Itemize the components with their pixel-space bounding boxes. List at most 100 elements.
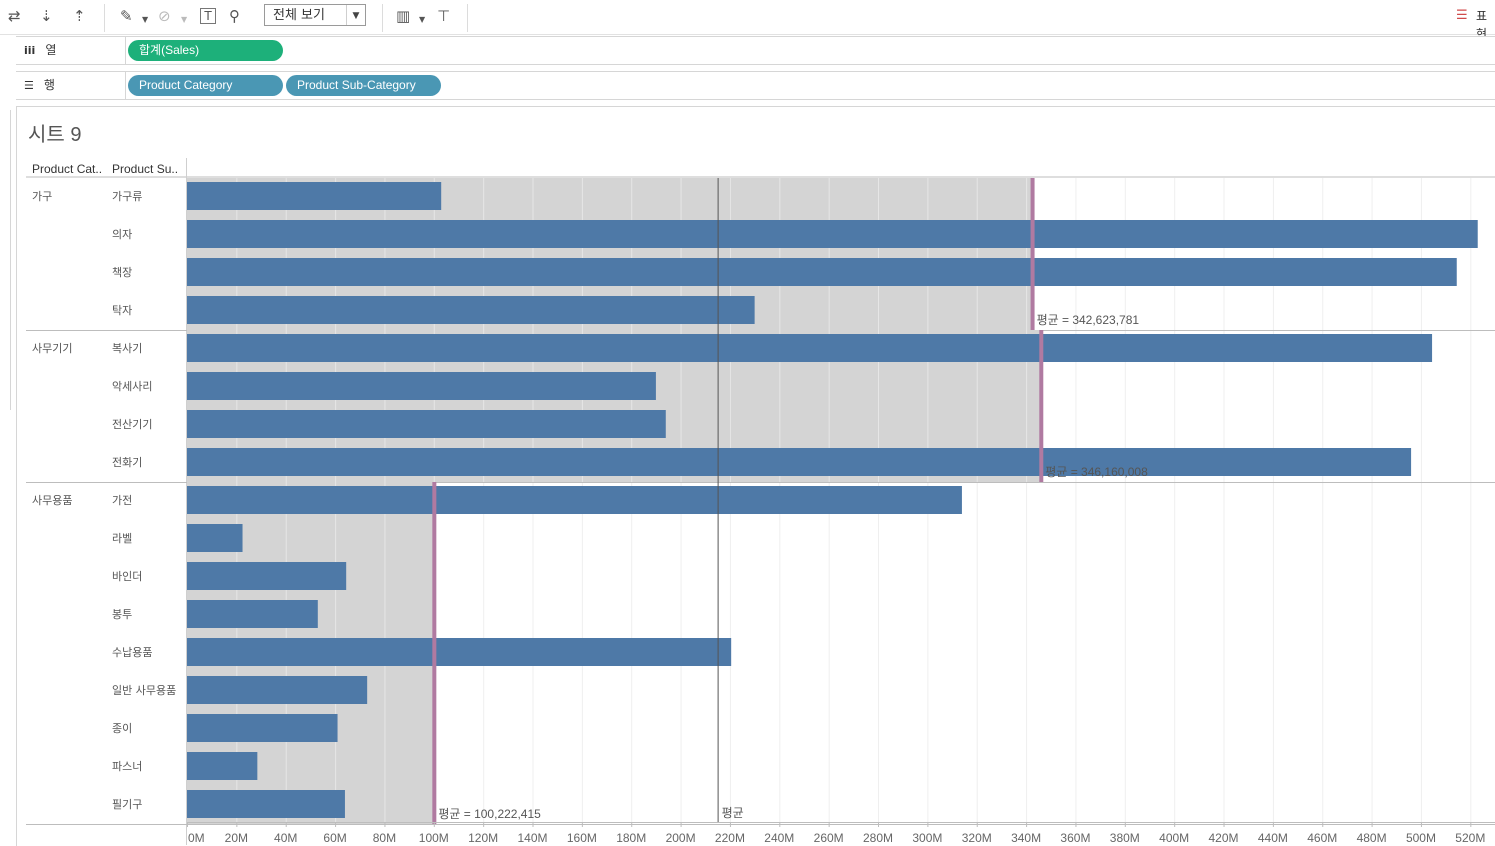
x-tick-label: 160M — [567, 831, 597, 845]
rows-label-text: 행 — [43, 78, 55, 92]
sort-descending-icon[interactable]: ⇡ — [73, 7, 86, 25]
x-tick-label: 520M — [1455, 831, 1485, 845]
bar — [187, 562, 347, 590]
bar — [187, 296, 755, 324]
subcategory-label: 필기구 — [112, 798, 142, 811]
row-header-subcategory: Product Su.. — [112, 162, 178, 176]
subcategory-label: 일반 사무용품 — [112, 683, 176, 697]
sort-ascending-icon[interactable]: ⇣ — [40, 7, 53, 25]
subcategory-label: 책장 — [112, 266, 132, 279]
x-tick-label: 360M — [1060, 831, 1090, 845]
row-header-category: Product Cat.. — [32, 162, 102, 176]
bar — [187, 182, 442, 210]
x-tick-label: 180M — [616, 831, 646, 845]
bar — [187, 334, 1433, 362]
text-label-icon[interactable]: T — [200, 8, 216, 24]
view-size-value: 전체 보기 — [273, 8, 325, 23]
bar — [187, 714, 338, 742]
subcategory-label: 탁자 — [112, 304, 132, 317]
x-tick-label: 380M — [1110, 831, 1140, 845]
x-tick-label: 120M — [468, 831, 498, 845]
columns-shelf-label: iii 열 — [16, 37, 126, 64]
show-me-panel-icon[interactable]: ☰ — [1456, 8, 1468, 23]
bar — [187, 638, 732, 666]
subcategory-label: 수납용품 — [112, 646, 152, 659]
x-tick-label: 200M — [666, 831, 696, 845]
bar — [187, 258, 1457, 286]
x-tick-label: 40M — [274, 831, 297, 845]
bar — [187, 448, 1412, 476]
pill-sum-sales[interactable]: 합계(Sales) — [128, 40, 283, 61]
bar — [187, 790, 345, 818]
chevron-down-icon[interactable]: ▼ — [142, 15, 149, 24]
worksheet-area — [16, 106, 1495, 846]
category-label: 사무기기 — [32, 342, 72, 355]
pin-icon[interactable]: ⚲ — [229, 7, 240, 25]
rows-shelf-label: ☰ 행 — [16, 72, 126, 99]
columns-shelf[interactable]: iii 열 합계(Sales) — [16, 36, 1495, 65]
x-tick-label: 260M — [814, 831, 844, 845]
x-tick-label: 220M — [715, 831, 745, 845]
rows-shelf[interactable]: ☰ 행 Product Category Product Sub-Category — [16, 71, 1495, 100]
columns-label-text: 열 — [45, 43, 57, 57]
x-tick-label: 480M — [1357, 831, 1387, 845]
x-tick-label: 60M — [323, 831, 346, 845]
side-panel-edge — [0, 110, 11, 410]
subcategory-label: 바인더 — [112, 570, 142, 583]
group-average-label: 평균 = 342,623,781 — [1037, 313, 1140, 327]
subcategory-label: 가구류 — [112, 190, 142, 203]
subcategory-label: 복사기 — [112, 342, 142, 355]
bar — [187, 600, 318, 628]
x-tick-label: 100M — [419, 831, 449, 845]
highlight-icon[interactable]: ✎ — [120, 7, 133, 25]
attach-icon: ⊘ — [158, 7, 171, 25]
x-tick-label: 420M — [1209, 831, 1239, 845]
view-size-select[interactable]: 전체 보기 ▼ — [264, 4, 366, 26]
chevron-down-icon: ▼ — [181, 15, 188, 24]
bar — [187, 410, 666, 438]
x-tick-label: 440M — [1258, 831, 1288, 845]
chevron-down-icon[interactable]: ▼ — [419, 15, 426, 24]
toolbar: ⇄ ⇣ ⇡ ✎ ▼ ⊘ ▼ T ⚲ 전체 보기 ▼ ▥ ▼ ⊤ ☰ 표현 — [0, 0, 1495, 41]
show-me-icon[interactable]: ▥ — [396, 7, 411, 25]
chevron-down-icon[interactable]: ▼ — [346, 5, 365, 25]
subcategory-label: 의자 — [112, 228, 132, 241]
toolbar-divider — [104, 4, 105, 32]
x-tick-label: 460M — [1307, 831, 1337, 845]
x-tick-label: 300M — [912, 831, 942, 845]
subcategory-label: 전화기 — [112, 456, 142, 469]
show-me-label[interactable]: 표현 — [1476, 9, 1488, 41]
x-tick-label: 500M — [1406, 831, 1436, 845]
subcategory-label: 악세사리 — [112, 380, 152, 393]
group-average-label: 평균 = 100,222,415 — [438, 807, 541, 821]
x-tick-label: 0M — [188, 831, 205, 845]
bar — [187, 524, 243, 552]
subcategory-label: 봉투 — [112, 608, 132, 621]
pill-product-category[interactable]: Product Category — [128, 75, 283, 96]
subcategory-label: 종이 — [112, 722, 132, 735]
x-tick-label: 280M — [863, 831, 893, 845]
group-average-label: 평균 = 346,160,008 — [1045, 465, 1148, 479]
category-label: 사무용품 — [32, 494, 72, 507]
bar — [187, 676, 368, 704]
rows-icon: ☰ — [24, 79, 34, 92]
bar — [187, 486, 962, 514]
x-tick-label: 400M — [1159, 831, 1189, 845]
subcategory-label: 라벨 — [112, 532, 132, 545]
presentation-icon[interactable]: ⊤ — [437, 7, 451, 25]
columns-icon: iii — [24, 44, 36, 57]
toolbar-divider — [467, 4, 468, 32]
sheet-title: 시트 9 — [28, 124, 82, 146]
bar — [187, 752, 258, 780]
bar — [187, 220, 1478, 248]
x-tick-label: 240M — [764, 831, 794, 845]
category-label: 가구 — [32, 190, 52, 203]
overall-average-label: 평균 — [722, 806, 744, 820]
toolbar-divider — [382, 4, 383, 32]
pill-product-sub-category[interactable]: Product Sub-Category — [286, 75, 441, 96]
x-tick-label: 80M — [373, 831, 396, 845]
subcategory-label: 파스너 — [112, 760, 142, 773]
bar — [187, 372, 656, 400]
swap-axes-icon[interactable]: ⇄ — [8, 7, 21, 25]
